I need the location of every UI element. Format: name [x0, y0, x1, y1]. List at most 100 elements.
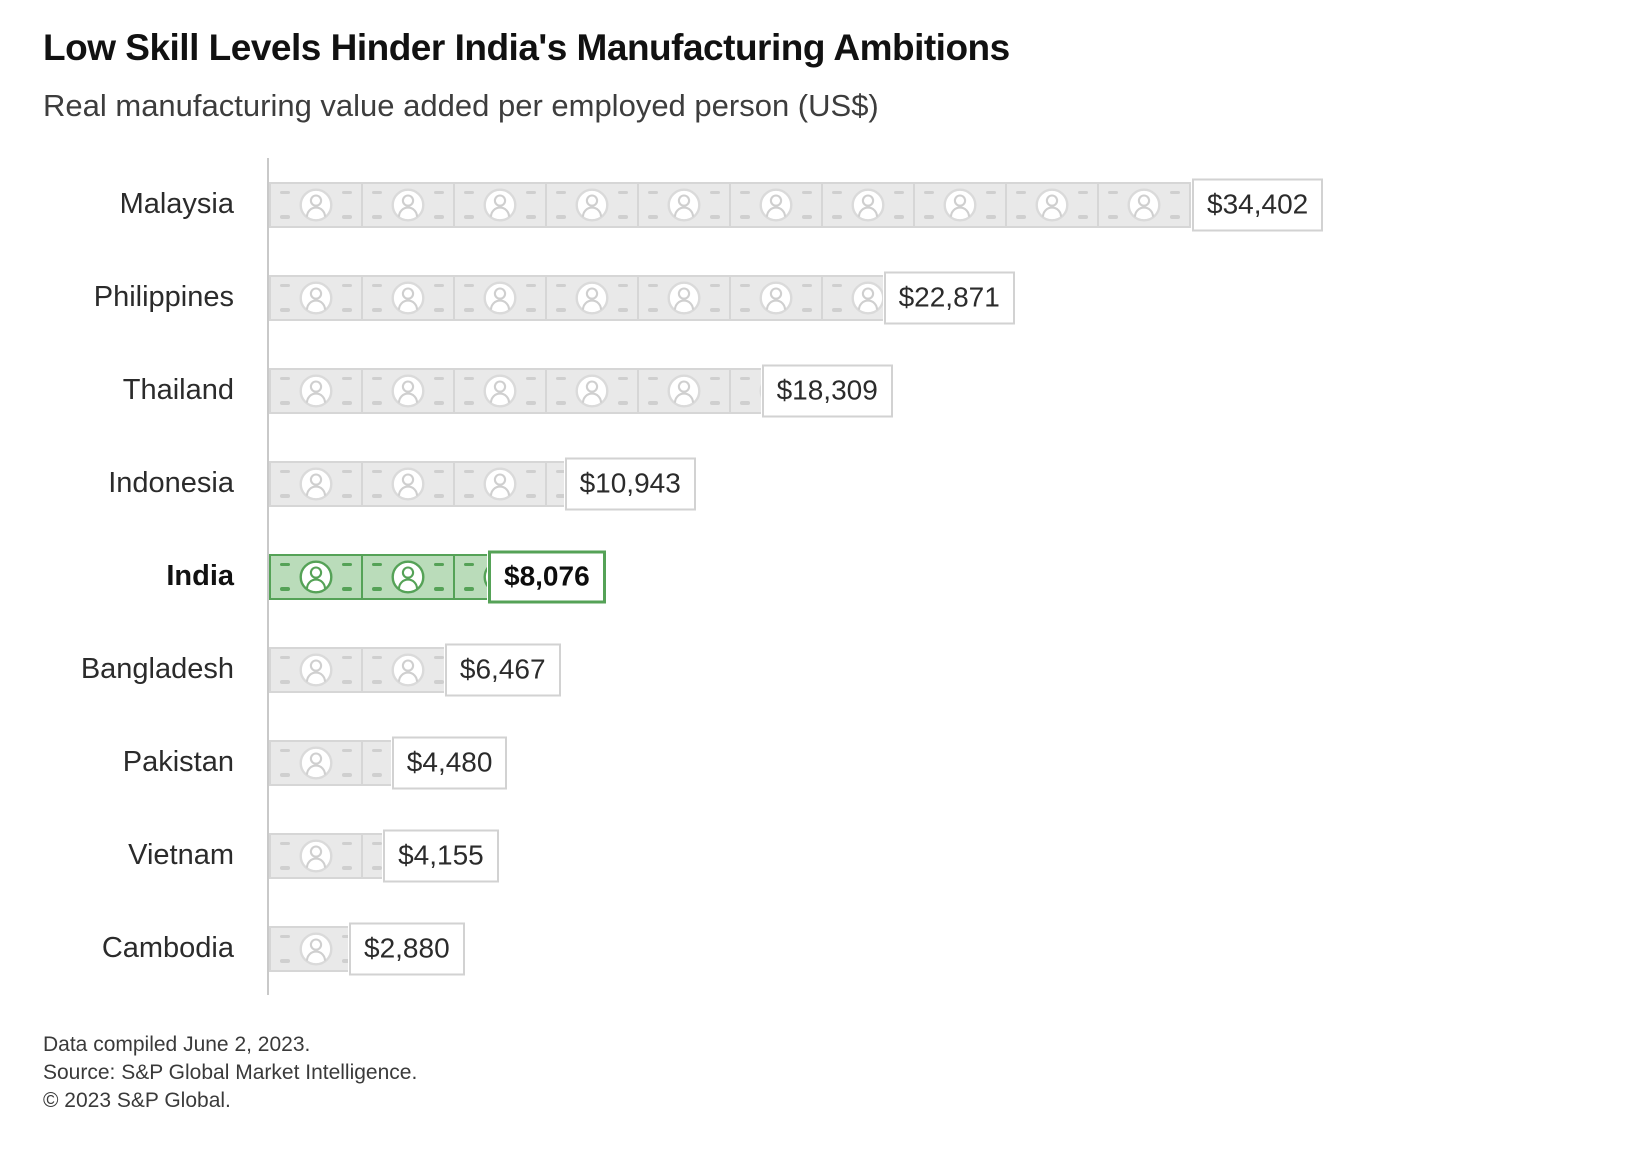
banknote-dash	[832, 283, 842, 287]
banknote-dash	[1170, 215, 1180, 219]
bar-thailand	[269, 367, 761, 414]
category-label-cambodia: Cambodia	[101, 932, 234, 964]
banknote-dash	[434, 215, 444, 219]
banknote-dash	[434, 587, 444, 591]
banknote-icon	[729, 274, 823, 321]
person-in-circle-icon	[1035, 187, 1069, 222]
value-label-bangladesh: $6,467	[444, 643, 561, 696]
value-label-vietnam: $4,155	[383, 829, 499, 882]
banknote-dash	[434, 283, 444, 287]
category-label-thailand: Thailand	[122, 374, 234, 406]
banknote-dash	[342, 469, 352, 473]
banknote-dash	[280, 376, 290, 380]
banknote-dash	[648, 283, 658, 287]
banknote-dash	[372, 376, 382, 380]
person-in-circle-icon	[575, 187, 609, 222]
banknote-dash	[434, 401, 444, 405]
banknote-dash	[342, 841, 352, 845]
category-label-vietnam: Vietnam	[128, 839, 234, 871]
person-in-circle-icon	[575, 373, 609, 408]
banknote-dash	[342, 562, 352, 566]
banknote-icon	[361, 367, 455, 414]
category-label-india: India	[166, 560, 234, 592]
banknote-icon	[269, 832, 363, 879]
banknote-dash	[526, 469, 536, 473]
banknote-dash	[1016, 190, 1026, 194]
chart-row-vietnam: Vietnam $4,155	[128, 809, 1611, 902]
person-in-circle-icon	[851, 187, 885, 222]
person-in-circle-icon	[299, 466, 333, 501]
banknote-dash	[342, 680, 352, 684]
person-in-circle-icon	[299, 373, 333, 408]
banknote-dash	[526, 494, 536, 498]
banknote-dash	[372, 469, 382, 473]
banknote-dash	[280, 959, 290, 963]
banknote-dash	[618, 190, 628, 194]
banknote-icon	[269, 181, 363, 228]
banknote-icon	[361, 832, 383, 879]
banknote-icon	[821, 274, 883, 321]
banknote-dash	[464, 308, 474, 312]
person-in-circle-icon	[299, 652, 333, 687]
banknote-dash	[710, 401, 720, 405]
person-in-circle-icon	[943, 187, 977, 222]
banknote-icon	[269, 925, 348, 972]
person-in-circle-icon	[299, 187, 333, 222]
banknote-dash	[372, 283, 382, 287]
bar-vietnam	[269, 832, 383, 879]
banknote-dash	[618, 283, 628, 287]
banknote-dash	[924, 215, 934, 219]
banknote-dash	[372, 562, 382, 566]
banknote-dash	[802, 215, 812, 219]
banknote-dash	[618, 215, 628, 219]
banknote-dash	[280, 283, 290, 287]
banknote-dash	[710, 190, 720, 194]
category-label-philippines: Philippines	[93, 281, 234, 313]
banknote-dash	[894, 190, 904, 194]
value-label-indonesia: $10,943	[564, 457, 696, 510]
banknote-dash	[526, 401, 536, 405]
person-in-circle-icon	[483, 280, 517, 315]
banknote-icon	[453, 460, 547, 507]
banknote-dash	[280, 494, 290, 498]
banknote-dash	[556, 308, 566, 312]
bar-india	[269, 553, 487, 600]
chart-row-philippines: Philippines $22,871	[94, 251, 1611, 344]
person-in-circle-icon	[1127, 187, 1161, 222]
banknote-dash	[372, 494, 382, 498]
banknote-dash	[740, 376, 750, 380]
banknote-dash	[740, 190, 750, 194]
banknote-icon	[269, 367, 363, 414]
bar-malaysia	[269, 181, 1191, 228]
banknote-dash	[556, 215, 566, 219]
banknote-dash	[1108, 190, 1118, 194]
banknote-dash	[648, 401, 658, 405]
banknote-dash	[802, 308, 812, 312]
banknote-dash	[618, 376, 628, 380]
bar-pakistan	[269, 739, 391, 786]
person-in-circle-icon	[575, 280, 609, 315]
banknote-icon	[729, 181, 823, 228]
person-in-circle-icon	[299, 838, 333, 873]
banknote-dash	[618, 401, 628, 405]
banknote-icon	[545, 460, 564, 507]
banknote-icon	[361, 739, 391, 786]
banknote-dash	[434, 308, 444, 312]
person-in-circle-icon	[483, 373, 517, 408]
bar-cambodia	[269, 925, 348, 972]
person-in-circle-icon	[391, 187, 425, 222]
banknote-dash	[556, 376, 566, 380]
banknote-dash	[342, 748, 352, 752]
chart-row-thailand: Thailand $18,309	[123, 344, 1611, 437]
chart-row-cambodia: Cambodia $2,880	[102, 902, 1611, 995]
value-label-malaysia: $34,402	[1192, 178, 1324, 231]
chart-row-pakistan: Pakistan $4,480	[123, 716, 1611, 809]
banknote-dash	[464, 562, 474, 566]
value-label-thailand: $18,309	[761, 364, 893, 417]
banknote-dash	[280, 841, 290, 845]
banknote-dash	[832, 190, 842, 194]
bar-bangladesh	[269, 646, 444, 693]
banknote-dash	[280, 469, 290, 473]
banknote-dash	[1170, 190, 1180, 194]
banknote-icon	[361, 181, 455, 228]
